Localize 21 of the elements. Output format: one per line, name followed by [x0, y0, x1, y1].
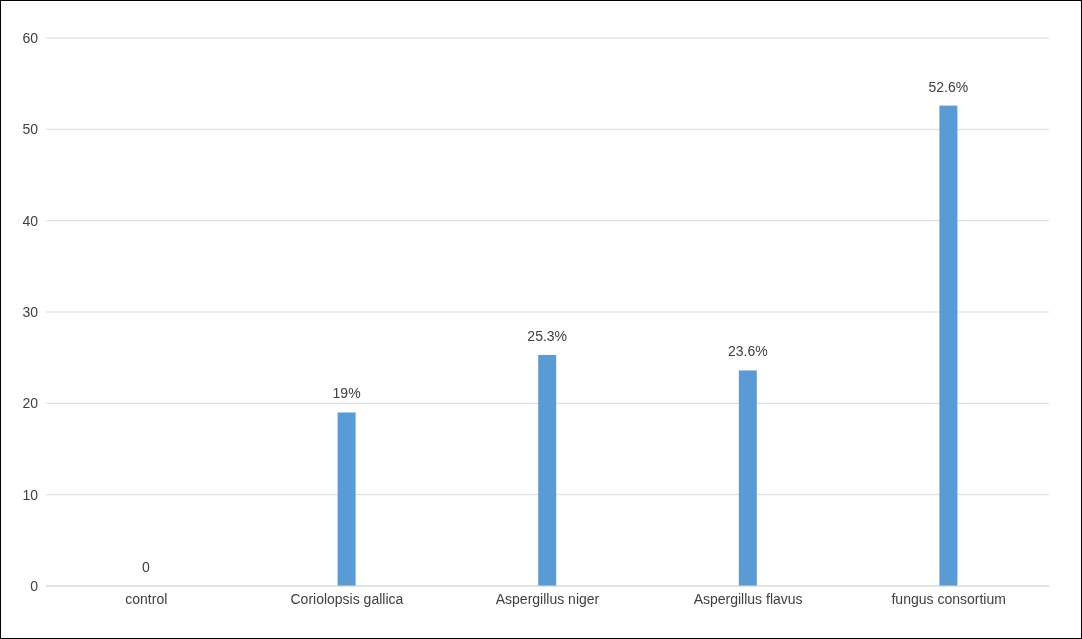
- bar: [939, 105, 958, 586]
- y-tick-label: 0: [30, 577, 39, 594]
- y-tick-label: 60: [22, 29, 39, 46]
- x-tick-label: fungus consortium: [891, 590, 1006, 607]
- y-tick-label: 10: [22, 486, 39, 503]
- data-label: 25.3%: [527, 327, 568, 344]
- y-tick-label: 30: [22, 303, 39, 320]
- y-tick-label: 50: [22, 121, 39, 138]
- x-tick-label: Aspergillus flavus: [693, 590, 803, 607]
- y-tick-label: 40: [22, 212, 39, 229]
- x-tick-label: Coriolopsis gallica: [290, 590, 404, 607]
- data-label: 23.6%: [727, 343, 768, 360]
- x-tick-label: Aspergillus niger: [495, 590, 600, 607]
- data-label: 19%: [332, 385, 361, 402]
- x-tick-label: control: [125, 590, 168, 607]
- data-label: 52.6%: [928, 78, 969, 95]
- bar: [337, 412, 356, 586]
- bar: [738, 370, 757, 586]
- y-tick-label: 20: [22, 395, 39, 412]
- data-label: 0: [142, 559, 151, 575]
- bar: [538, 354, 557, 586]
